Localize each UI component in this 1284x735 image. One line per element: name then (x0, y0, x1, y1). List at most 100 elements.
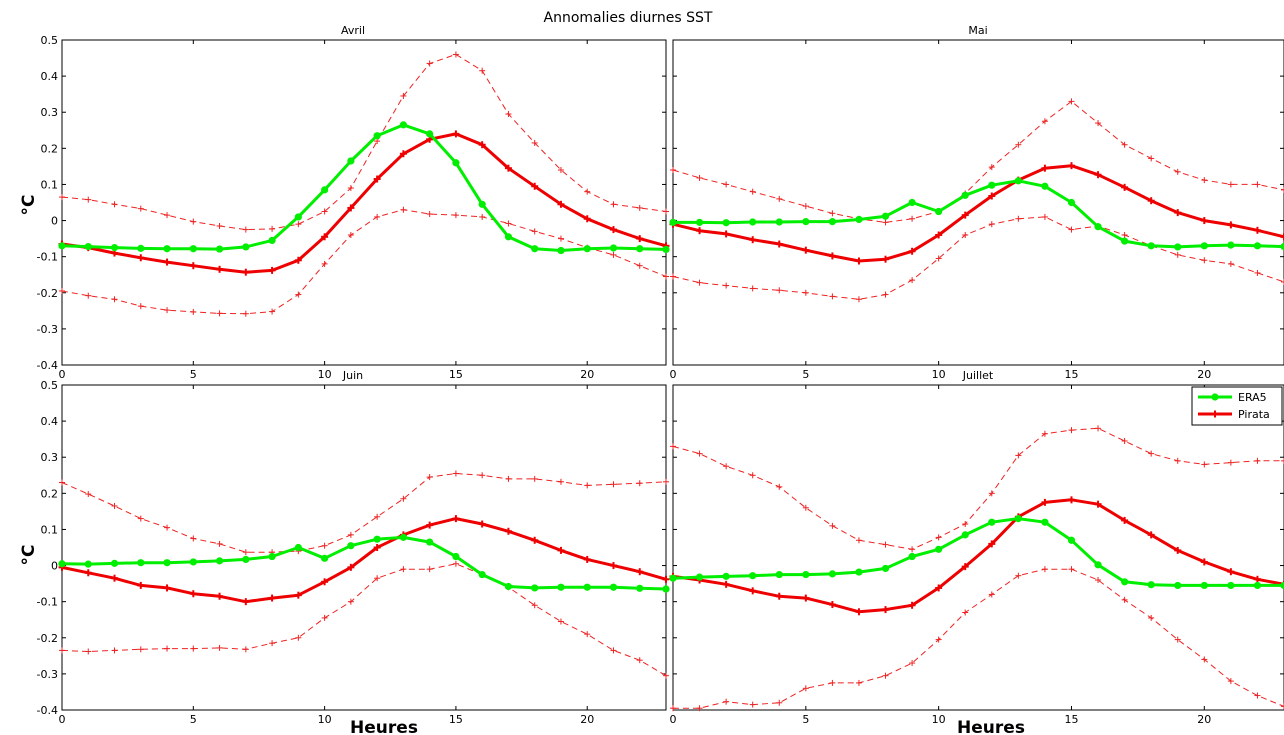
data-point (557, 247, 564, 254)
data-point (988, 519, 995, 526)
x-axis-label: Heures (350, 718, 418, 735)
data-point (749, 572, 756, 579)
data-point (321, 186, 328, 193)
x-tick-label: 10 (318, 368, 332, 381)
data-point (137, 245, 144, 252)
plot-frame (62, 40, 666, 365)
data-point (216, 557, 223, 564)
data-point (610, 584, 617, 591)
data-point (829, 218, 836, 225)
data-point (1254, 242, 1261, 249)
y-tick-label: -0.4 (37, 359, 58, 372)
data-point (610, 244, 617, 251)
data-point (268, 553, 275, 560)
legend: ERA5Pirata (1192, 387, 1282, 425)
y-tick-label: 0.3 (41, 106, 59, 119)
x-tick-label: 0 (59, 368, 66, 381)
x-axis-label: Heures (957, 718, 1025, 735)
data-point (855, 216, 862, 223)
data-point (882, 565, 889, 572)
data-point (85, 243, 92, 250)
y-tick-label: -0.3 (37, 668, 58, 681)
data-point (749, 218, 756, 225)
data-point (935, 208, 942, 215)
x-tick-label: 5 (802, 368, 809, 381)
data-point (776, 218, 783, 225)
y-axis-label: °C (19, 195, 39, 216)
data-point (636, 245, 643, 252)
data-point (802, 571, 809, 578)
data-point (1227, 582, 1234, 589)
data-point (452, 553, 459, 560)
data-point (1068, 199, 1075, 206)
x-tick-label: 15 (1064, 713, 1078, 726)
data-point (347, 157, 354, 164)
data-point (374, 132, 381, 139)
data-point (1148, 581, 1155, 588)
y-tick-label: -0.2 (37, 632, 58, 645)
data-point (636, 585, 643, 592)
panel-title: Juin (342, 369, 363, 382)
data-point (479, 201, 486, 208)
data-point (531, 245, 538, 252)
data-point (163, 559, 170, 566)
x-tick-label: 10 (932, 713, 946, 726)
y-tick-label: 0.1 (41, 178, 59, 191)
panel-avril: Avril °C -0.4-0.3-0.2-0.100.10.20.30.40.… (19, 24, 670, 381)
data-point (479, 571, 486, 578)
y-tick-label: 0.1 (41, 523, 59, 536)
data-point (505, 233, 512, 240)
data-point (962, 531, 969, 538)
y-tick-label: 0.3 (41, 451, 59, 464)
x-tick-label: 0 (670, 713, 677, 726)
y-axis-label: °C (19, 545, 39, 566)
data-point (1121, 578, 1128, 585)
data-point (557, 584, 564, 591)
panel-title: Juillet (962, 369, 994, 382)
data-point (962, 192, 969, 199)
legend-label: Pirata (1238, 408, 1270, 421)
y-tick-label: 0.2 (41, 487, 59, 500)
data-point (1254, 582, 1261, 589)
data-point (723, 573, 730, 580)
data-point (531, 584, 538, 591)
y-tick-label: 0.5 (41, 379, 59, 392)
figure-suptitle: Annomalies diurnes SST (544, 10, 713, 26)
data-point (111, 244, 118, 251)
data-point (190, 558, 197, 565)
data-point (295, 544, 302, 551)
data-point (1015, 177, 1022, 184)
data-point (829, 570, 836, 577)
data-point (400, 121, 407, 128)
data-point (400, 534, 407, 541)
data-point (935, 546, 942, 553)
y-tick-label: -0.3 (37, 323, 58, 336)
data-point (1041, 183, 1048, 190)
panel-juin: Juin °C Heures -0.4 -0.3 -0.2 -0.1 0 0.1 0.2 0.… (19, 369, 670, 735)
data-point (696, 574, 703, 581)
x-tick-label: 15 (1064, 368, 1078, 381)
data-point (295, 213, 302, 220)
x-tick-label: 5 (802, 713, 809, 726)
data-point (452, 159, 459, 166)
data-point (58, 560, 65, 567)
data-point (347, 542, 354, 549)
data-point (242, 556, 249, 563)
data-point (882, 213, 889, 220)
data-point (426, 130, 433, 137)
data-point (1227, 242, 1234, 249)
x-tick-label: 20 (580, 713, 594, 726)
x-tick-label: 15 (449, 368, 463, 381)
data-point (242, 243, 249, 250)
plot-frame (673, 385, 1284, 710)
data-point (111, 560, 118, 567)
panel-juillet: Juillet Heures 0 5 10 15 20ERA5Pirata (669, 369, 1284, 735)
data-point (1201, 582, 1208, 589)
data-point (584, 584, 591, 591)
legend-marker (1211, 393, 1218, 400)
x-tick-label: 20 (580, 368, 594, 381)
plot-frame (62, 385, 666, 710)
x-tick-label: 5 (190, 713, 197, 726)
panel-title: Mai (968, 24, 987, 37)
